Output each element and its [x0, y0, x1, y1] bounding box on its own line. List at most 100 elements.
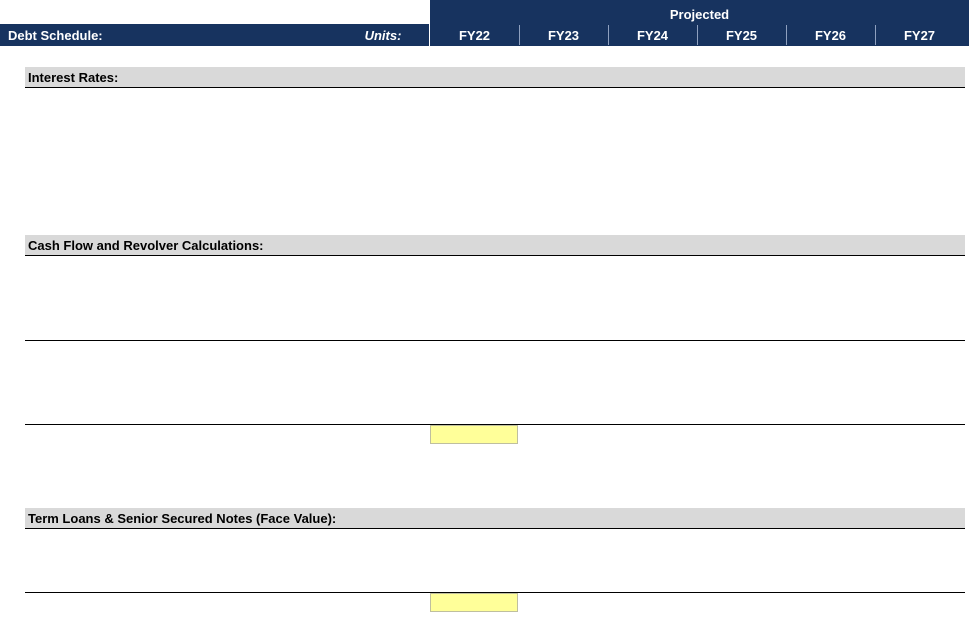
cell-value	[875, 445, 955, 466]
cell-value	[608, 130, 688, 151]
column-divider	[875, 25, 876, 45]
cell-value	[875, 277, 955, 298]
row-units	[353, 592, 413, 613]
year-header: FY23	[547, 28, 580, 43]
cell-value	[519, 298, 599, 319]
cell-value	[697, 277, 777, 298]
cell-value	[430, 424, 510, 445]
section-title: Term Loans & Senior Secured Notes (Face …	[28, 511, 337, 526]
row-units	[353, 256, 413, 277]
row-units	[353, 172, 413, 193]
header-band: Projected	[430, 0, 969, 24]
row-units	[353, 613, 413, 634]
cell-value	[608, 256, 688, 277]
row-units	[353, 193, 413, 214]
cell-value	[608, 193, 688, 214]
cell-value	[608, 319, 688, 340]
section-title: Interest Rates:	[28, 70, 119, 85]
cell-value	[875, 613, 955, 634]
cell-value	[786, 613, 866, 634]
cell-value	[430, 109, 510, 130]
cell-value	[608, 277, 688, 298]
year-header: FY26	[814, 28, 847, 43]
year-header: FY24	[636, 28, 669, 43]
cell-value	[608, 613, 688, 634]
cell-value	[608, 529, 688, 550]
cell-value	[608, 403, 688, 424]
cell-value	[875, 550, 955, 571]
cell-value	[786, 193, 866, 214]
cell-value	[430, 130, 510, 151]
cell-value	[875, 424, 955, 445]
cell-value	[875, 256, 955, 277]
row-units	[353, 571, 413, 592]
cell-value	[519, 109, 599, 130]
cell-value	[786, 445, 866, 466]
cell-value	[875, 193, 955, 214]
cell-value	[608, 109, 688, 130]
row-units	[353, 151, 413, 172]
cell-value	[697, 88, 777, 109]
cell-value	[875, 592, 955, 613]
cell-value	[875, 88, 955, 109]
cell-value	[786, 340, 866, 361]
row-units	[353, 403, 413, 424]
row-units	[353, 88, 413, 109]
cell-value	[608, 298, 688, 319]
header-title: Debt Schedule:	[8, 28, 103, 43]
input-cell	[430, 425, 518, 444]
cell-value	[608, 88, 688, 109]
row-units	[353, 130, 413, 151]
column-divider	[519, 25, 520, 45]
section-band	[25, 235, 965, 256]
cell-value	[430, 592, 510, 613]
total-rule	[25, 340, 965, 341]
cell-value	[697, 193, 777, 214]
cell-value	[875, 466, 955, 487]
cell-value	[697, 424, 777, 445]
cell-value	[519, 571, 599, 592]
row-units	[353, 109, 413, 130]
cell-value	[786, 256, 866, 277]
cell-value	[875, 571, 955, 592]
cell-value	[519, 550, 599, 571]
cell-value	[608, 424, 688, 445]
cell-value	[697, 445, 777, 466]
cell-value	[519, 529, 599, 550]
cell-value	[430, 151, 510, 172]
row-units	[353, 277, 413, 298]
cell-value	[697, 130, 777, 151]
cell-value	[519, 277, 599, 298]
cell-value	[875, 130, 955, 151]
cell-value	[608, 172, 688, 193]
section-band	[25, 508, 965, 529]
cell-value	[697, 151, 777, 172]
row-units	[353, 550, 413, 571]
cell-value	[786, 403, 866, 424]
cell-value	[608, 445, 688, 466]
cell-value	[697, 340, 777, 361]
cell-value	[786, 592, 866, 613]
cell-value	[608, 151, 688, 172]
cell-value	[519, 613, 599, 634]
year-header: FY22	[458, 28, 491, 43]
column-divider	[608, 25, 609, 45]
cell-value	[697, 403, 777, 424]
cell-value	[786, 571, 866, 592]
cell-value	[519, 445, 599, 466]
cell-value	[519, 88, 599, 109]
row-units	[353, 424, 413, 445]
cell-value	[786, 277, 866, 298]
cell-value	[697, 571, 777, 592]
cell-value	[519, 193, 599, 214]
input-cell	[430, 593, 518, 612]
cell-value	[519, 172, 599, 193]
row-units	[353, 298, 413, 319]
cell-value	[786, 466, 866, 487]
cell-value	[697, 382, 777, 403]
cell-value	[697, 592, 777, 613]
row-units	[353, 319, 413, 340]
cell-value	[608, 340, 688, 361]
cell-value	[786, 382, 866, 403]
cell-value	[875, 151, 955, 172]
